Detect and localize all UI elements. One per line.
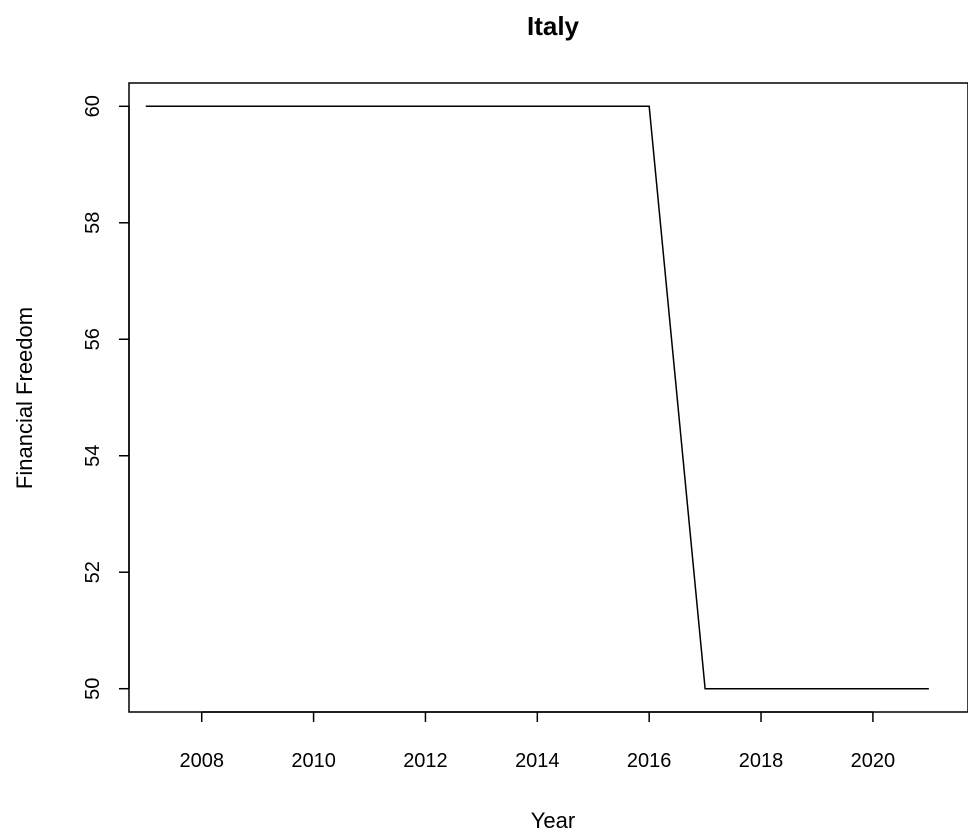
x-tick-label: 2018 xyxy=(739,750,784,772)
y-tick-label: 60 xyxy=(82,95,104,117)
x-tick-label: 2012 xyxy=(403,750,448,772)
y-axis-label: Financial Freedom xyxy=(12,307,37,489)
y-tick-label: 50 xyxy=(82,678,104,700)
series-layer xyxy=(145,105,929,690)
y-tick-label: 58 xyxy=(82,212,104,234)
x-axis-label: Year xyxy=(531,808,575,833)
series-line xyxy=(145,105,929,690)
plot-frame xyxy=(128,82,968,713)
y-axis: 50 52 54 56 58 60 xyxy=(82,95,130,700)
y-tick-label: 56 xyxy=(82,328,104,350)
x-tick-label: 2016 xyxy=(627,750,672,772)
x-tick-label: 2020 xyxy=(851,750,896,772)
x-axis: 2008 2010 2012 2014 2016 2018 2020 xyxy=(179,711,896,772)
x-tick-label: 2010 xyxy=(291,750,336,772)
x-tick-label: 2014 xyxy=(515,750,560,772)
y-tick-label: 54 xyxy=(82,445,104,467)
chart-title: Italy xyxy=(527,11,580,41)
x-tick-label: 2008 xyxy=(179,750,224,772)
y-tick-label: 52 xyxy=(82,561,104,583)
